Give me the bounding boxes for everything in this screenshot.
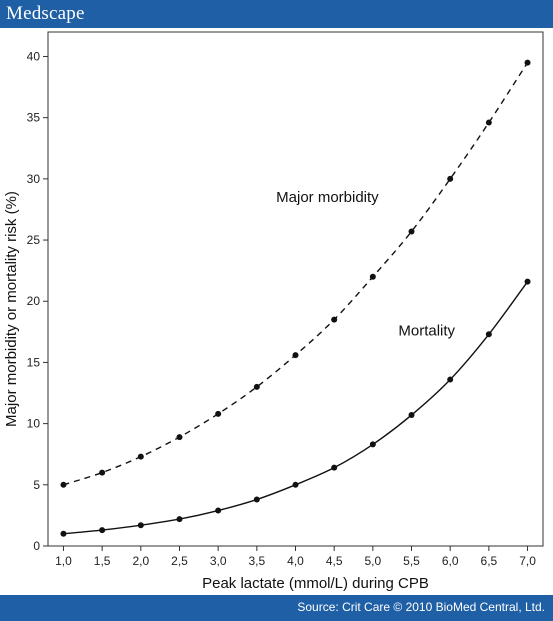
x-tick-label: 5,5	[403, 554, 420, 568]
x-tick-label: 1,0	[55, 554, 72, 568]
major-morbidity-point	[137, 453, 144, 460]
y-tick-label: 40	[27, 49, 41, 63]
mortality-label: Mortality	[398, 323, 455, 340]
major-morbidity-point	[369, 273, 376, 280]
major-morbidity-point	[292, 352, 299, 359]
major-morbidity-point	[60, 481, 67, 488]
major-morbidity-point	[215, 410, 222, 417]
major-morbidity-point	[176, 434, 183, 441]
mortality-point	[60, 530, 67, 537]
major-morbidity-point	[485, 119, 492, 126]
source-credit: Source: Crit Care © 2010 BioMed Central,…	[297, 600, 545, 614]
x-tick-label: 1,5	[94, 554, 111, 568]
mortality-point	[253, 496, 260, 503]
major-morbidity-point	[408, 228, 415, 235]
major-morbidity-point	[524, 59, 531, 66]
chart-area: 0 5 10 15 20 25 30 35 40 1,0 1,5 2,0 2,5 3,0 3,5 4,0 4,5…	[0, 28, 553, 595]
mortality-point	[176, 516, 183, 523]
mortality-point	[447, 376, 454, 383]
x-tick-label: 2,5	[171, 554, 188, 568]
mortality-point	[408, 412, 415, 419]
y-tick-label: 10	[27, 417, 41, 431]
y-tick-label: 25	[27, 233, 41, 247]
y-axis-title: Major morbidity or mortality risk (%)	[3, 191, 20, 427]
major-morbidity-point	[253, 383, 260, 390]
y-tick-label: 5	[33, 478, 40, 492]
line-chart: 0 5 10 15 20 25 30 35 40 1,0 1,5 2,0 2,5 3,0 3,5 4,0 4,5…	[3, 31, 544, 592]
x-tick-label: 6,5	[481, 554, 498, 568]
footer-bar: Source: Crit Care © 2010 BioMed Central,…	[0, 595, 553, 621]
x-tick-label: 5,0	[365, 554, 382, 568]
x-axis-title: Peak lactate (mmol/L) during CPB	[202, 575, 429, 592]
x-tick-label: 2,0	[132, 554, 149, 568]
major-morbidity-line	[63, 62, 529, 486]
header-bar: Medscape	[0, 0, 553, 28]
mortality-point	[99, 527, 106, 534]
x-tick-label: 4,0	[287, 554, 304, 568]
mortality-point	[137, 522, 144, 529]
x-tick-label: 3,0	[210, 554, 227, 568]
y-tick-label: 30	[27, 172, 41, 186]
major-morbidity-label: Major morbidity	[276, 189, 379, 206]
mortality-point	[524, 278, 531, 285]
x-tick-label: 7,0	[519, 554, 536, 568]
mortality-point	[292, 481, 299, 488]
major-morbidity-point	[447, 175, 454, 182]
mortality-point	[485, 331, 492, 338]
mortality-point	[331, 464, 338, 471]
y-tick-label: 20	[27, 294, 41, 308]
y-tick-label: 15	[27, 355, 41, 369]
mortality-point	[215, 507, 222, 514]
x-tick-label: 4,5	[326, 554, 343, 568]
x-tick-label: 3,5	[248, 554, 265, 568]
y-tick-label: 0	[33, 539, 40, 553]
mortality-line	[63, 281, 529, 535]
y-tick-label: 35	[27, 111, 41, 125]
major-morbidity-point	[99, 469, 106, 476]
x-tick-label: 6,0	[442, 554, 459, 568]
mortality-point	[369, 441, 376, 448]
plot-border	[47, 31, 544, 547]
medscape-logo: Medscape	[6, 3, 85, 24]
major-morbidity-point	[331, 316, 338, 323]
